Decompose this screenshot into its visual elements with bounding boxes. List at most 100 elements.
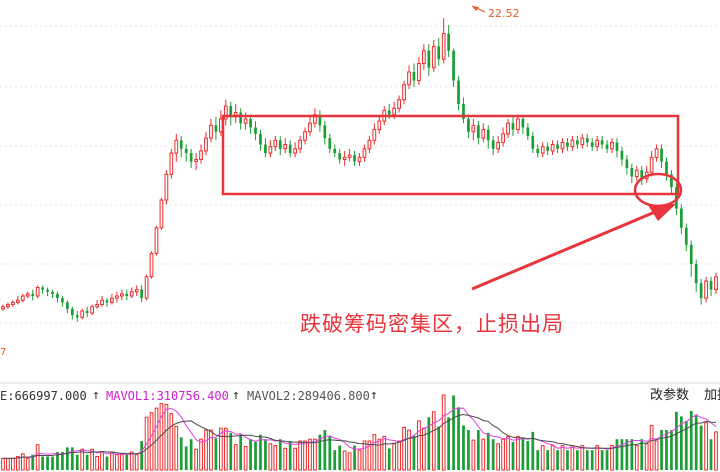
candle-body: [323, 125, 327, 139]
volume-bar: [328, 436, 332, 470]
candle-body: [100, 299, 104, 306]
volume-bar: [100, 451, 104, 471]
candle-body: [46, 289, 49, 292]
candle-body: [353, 155, 356, 162]
volume-bar: [179, 437, 183, 470]
volume-bar: [634, 445, 639, 471]
candle-body: [333, 148, 337, 154]
volume-bar: [209, 429, 213, 471]
candle-body: [6, 304, 10, 308]
volume-bar: [259, 434, 262, 470]
volume-bar: [273, 445, 278, 471]
candle-body: [566, 142, 569, 147]
volume-bar: [704, 422, 708, 471]
volume-bar: [95, 456, 99, 471]
volume-bar: [580, 445, 585, 471]
candle-body: [318, 114, 322, 126]
volume-bar: [194, 448, 198, 471]
candle-body: [347, 154, 352, 158]
candle-body: [56, 293, 59, 299]
candle-body: [313, 114, 317, 124]
candle-body: [194, 158, 198, 163]
candle-body: [342, 156, 347, 160]
volume-bar: [66, 447, 69, 470]
candle-body: [392, 107, 397, 116]
candle-body: [615, 142, 619, 151]
candle-body: [25, 293, 30, 297]
volume-bar: [75, 454, 79, 470]
volume-ma-lines: [3, 407, 717, 459]
candle-body: [605, 144, 609, 149]
volume-bar: [239, 434, 243, 470]
candle-body: [278, 140, 282, 149]
change-params-button[interactable]: 改参数: [650, 388, 690, 403]
candle-body: [41, 287, 44, 290]
volume-series: [1, 394, 718, 471]
candle-body: [189, 153, 193, 162]
volume-bar: [452, 395, 455, 470]
volume-bar: [189, 439, 193, 470]
volume-bar: [293, 447, 297, 471]
volume-bar: [61, 451, 64, 470]
volume-bar: [313, 438, 317, 471]
candle-body: [129, 291, 134, 297]
candle-body: [714, 276, 718, 291]
candle-body: [75, 315, 79, 318]
volume-bar: [526, 441, 530, 470]
candle-body: [397, 99, 401, 109]
candle-body: [35, 286, 40, 297]
candle-body: [699, 283, 703, 299]
volume-bar: [546, 450, 550, 470]
candle-body: [184, 148, 188, 154]
volume-bar: [550, 445, 555, 471]
volume-bar: [620, 439, 624, 470]
volume-bar: [427, 417, 431, 470]
candle-body: [585, 138, 589, 143]
volume-value-label: E:666997.000: [0, 389, 87, 403]
volume-bar: [531, 431, 535, 470]
volume-bar: [264, 439, 267, 470]
candle-body: [540, 146, 545, 154]
volume-bar: [615, 439, 619, 470]
candle-body: [634, 169, 639, 178]
candle-body: [630, 168, 634, 177]
candle-body: [590, 142, 594, 147]
volume-bar: [46, 456, 49, 470]
volume-bar: [382, 435, 387, 471]
volume-bar: [243, 445, 248, 471]
peak-price-label: 22.52: [488, 7, 520, 20]
volume-bar: [35, 444, 40, 471]
candle-body: [531, 136, 535, 149]
volume-bar: [110, 451, 114, 471]
volume-bar: [11, 457, 15, 471]
volume-bar: [605, 450, 609, 470]
volume-bar: [268, 443, 273, 471]
candle-body: [689, 244, 693, 264]
candle-body: [467, 118, 470, 132]
mavol2-line: [3, 413, 717, 459]
volume-bar: [25, 457, 30, 471]
candle-body: [367, 139, 372, 150]
volume-bar: [134, 454, 139, 471]
volume-bar: [660, 430, 663, 470]
volume-bar: [467, 430, 470, 470]
volume-bar: [223, 427, 228, 471]
volume-bar: [229, 432, 233, 470]
price-grid: [0, 25, 720, 324]
candle-body: [387, 110, 391, 115]
volume-bar: [387, 448, 391, 470]
candle-body: [308, 122, 312, 133]
candle-body: [80, 310, 85, 318]
candle-body: [610, 141, 614, 150]
volume-bar: [481, 438, 486, 471]
volume-bar: [80, 448, 85, 471]
candle-body: [670, 174, 673, 188]
volume-bar: [640, 439, 644, 470]
candle-body: [214, 125, 218, 132]
volume-bar: [308, 438, 312, 471]
volume-bar: [501, 438, 505, 471]
add-indicator-button[interactable]: 加指: [704, 388, 720, 403]
candle-body: [105, 300, 109, 303]
volume-bar: [129, 451, 134, 471]
